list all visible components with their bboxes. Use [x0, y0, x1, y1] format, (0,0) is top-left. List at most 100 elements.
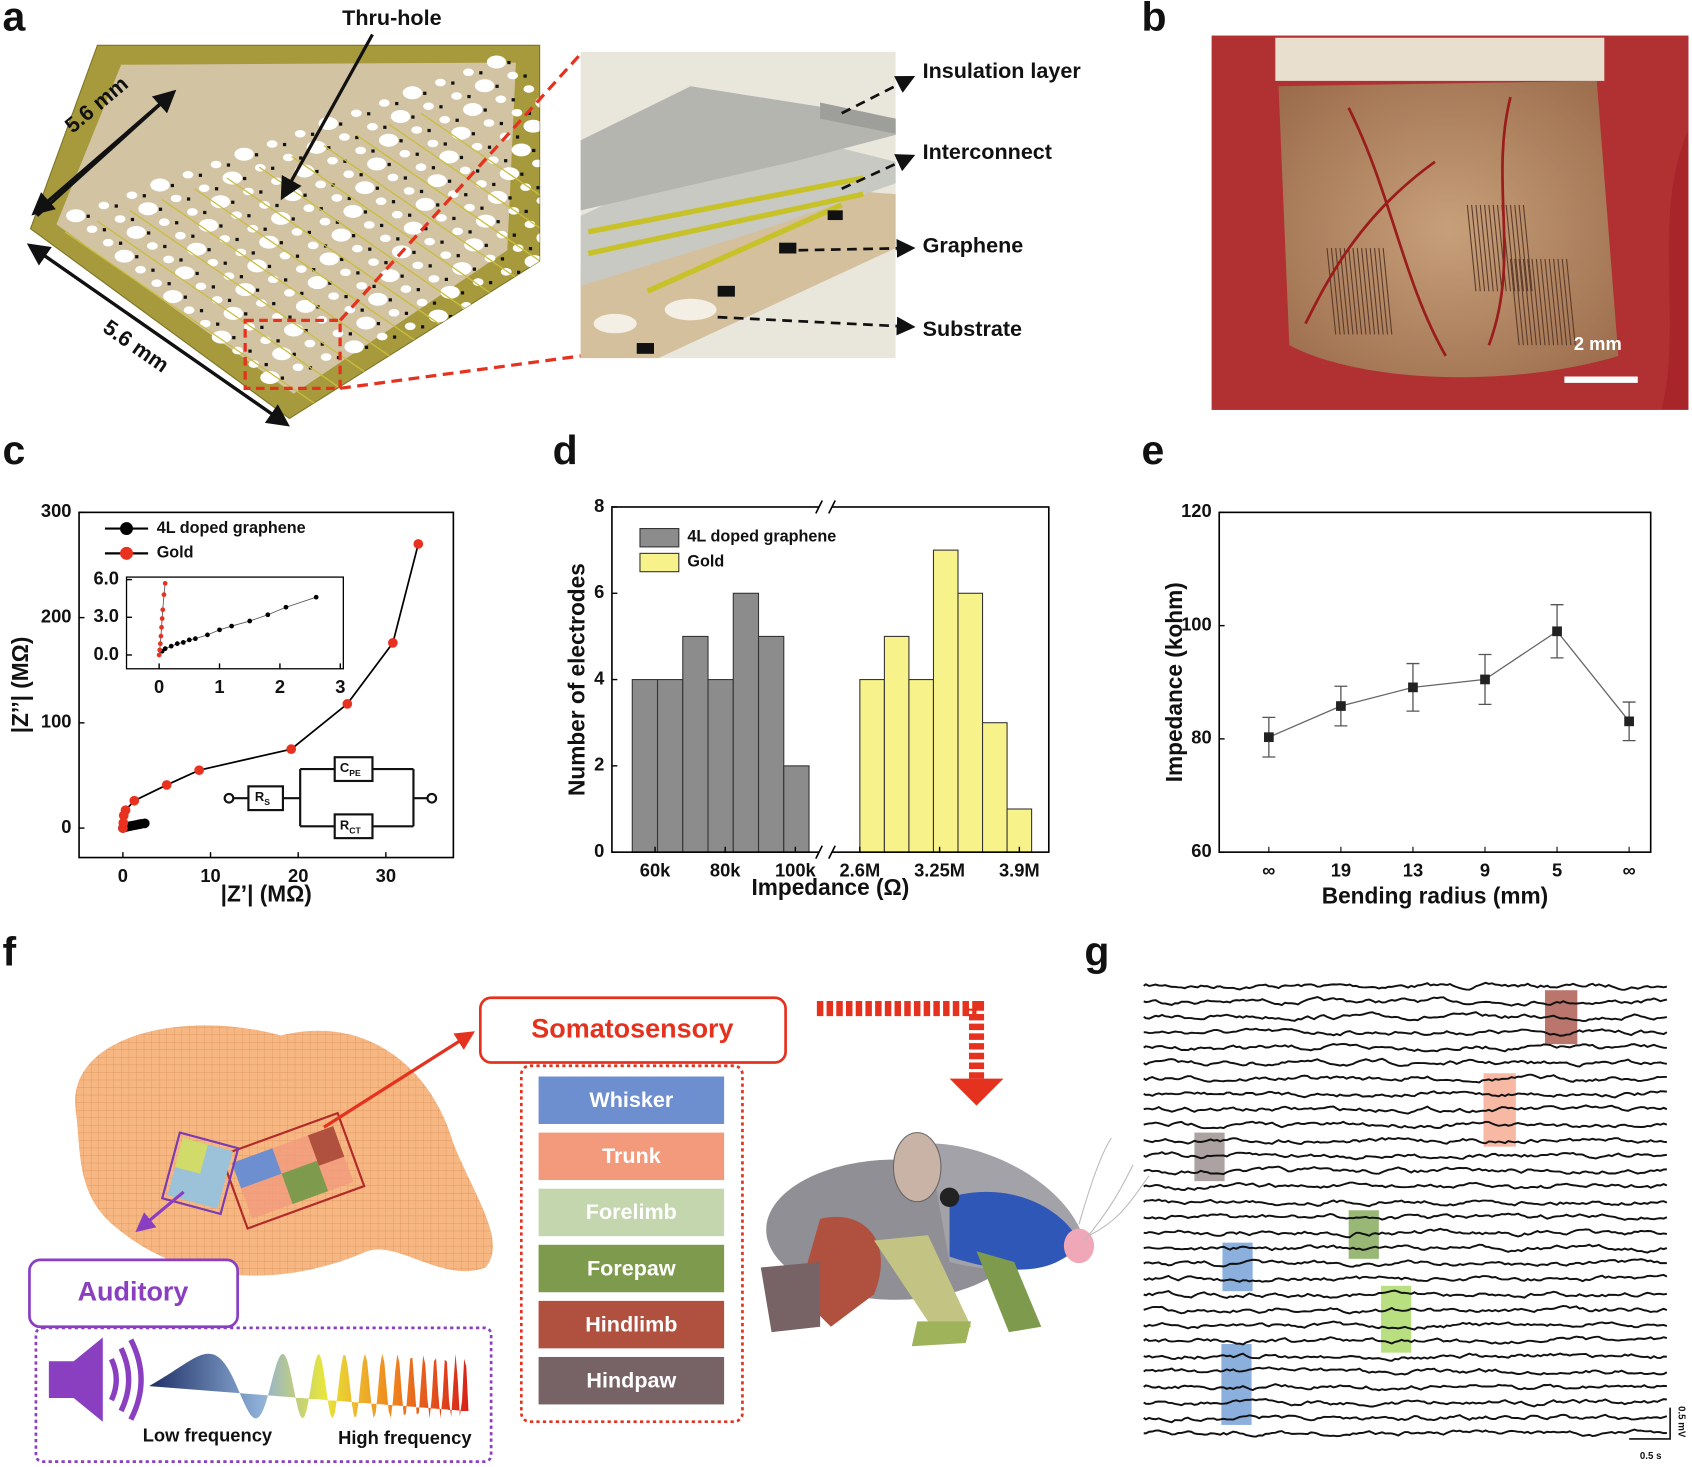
y-tick-label: 6.0: [93, 567, 118, 588]
decoration: [569, 224, 580, 232]
x-axis-label: Impedance (Ω): [751, 874, 909, 900]
decoration: [219, 235, 231, 243]
decoration: [415, 197, 436, 211]
decoration: [299, 156, 303, 160]
decoration: [320, 342, 324, 346]
decoration: [560, 139, 563, 142]
decoration: [251, 251, 255, 255]
decoration: [523, 74, 527, 78]
legend-label: 4L doped graphene: [687, 527, 836, 545]
decoration: [459, 166, 471, 175]
histogram-bar: [732, 592, 760, 853]
decoration: [1222, 1242, 1253, 1292]
decoration: [367, 122, 378, 131]
decoration: [440, 251, 452, 259]
data-point: [1552, 626, 1562, 637]
decoration: [391, 200, 396, 204]
decoration: [66, 209, 86, 223]
decoration: [1339, 248, 1350, 335]
decoration: [523, 85, 535, 93]
decoration: [384, 261, 388, 265]
decoration: [464, 193, 468, 197]
decoration: [487, 145, 492, 149]
decoration: [1143, 1181, 1668, 1191]
decoration: [102, 238, 114, 247]
decoration: [263, 227, 267, 231]
decoration: [460, 291, 465, 295]
decoration: [460, 302, 472, 310]
decoration: [1374, 248, 1384, 335]
decoration: [130, 217, 135, 222]
x-tick-label: 0: [118, 865, 128, 886]
decoration: [1348, 248, 1358, 335]
decoration: [304, 328, 308, 333]
implant-photo: [1211, 35, 1689, 410]
decoration: [351, 244, 363, 253]
y-tick-label: 3.0: [93, 605, 118, 626]
decoration: [211, 330, 232, 344]
data-point: [313, 594, 319, 600]
decoration: [1566, 258, 1576, 346]
decoration: [356, 271, 360, 275]
circuit-element: RCT: [340, 818, 362, 836]
y-tick-label: 0.0: [93, 643, 118, 664]
decoration: [376, 332, 388, 341]
decoration: [480, 206, 484, 210]
decoration: [403, 221, 424, 235]
x-tick-label: 2.6M: [839, 859, 880, 880]
x-tick-label: 3: [335, 676, 345, 697]
decoration: [86, 225, 98, 233]
decoration: [819, 503, 832, 511]
decoration: [266, 140, 278, 148]
decoration: [400, 274, 404, 278]
x-axis-label: Bending radius (mm): [1322, 882, 1548, 908]
decoration: [333, 813, 374, 840]
region-box: [538, 1244, 725, 1293]
decoration: [504, 159, 508, 163]
decoration: [576, 152, 579, 155]
decoration: [343, 170, 355, 178]
x-tick-label: 2: [275, 676, 285, 697]
decoration: [356, 282, 368, 290]
decoration: [222, 171, 242, 185]
decoration: [135, 265, 146, 274]
data-point: [159, 624, 164, 630]
panel-label: f: [2, 928, 16, 974]
decoration: [327, 156, 338, 165]
decoration: [198, 184, 210, 193]
decoration: [191, 234, 195, 238]
decoration: [492, 182, 496, 187]
histogram-bar: [757, 635, 785, 853]
decoration: [500, 268, 512, 276]
panel-label: a: [2, 0, 26, 39]
decoration: [1544, 258, 1555, 346]
histogram-bar: [908, 679, 935, 853]
decoration: [815, 500, 836, 514]
data-point: [168, 643, 174, 649]
decoration: [356, 316, 376, 330]
decoration: [126, 225, 146, 239]
region-box: [538, 1300, 725, 1349]
decoration: [403, 187, 415, 195]
decoration: [359, 173, 363, 177]
legend-label: 4L doped graphene: [157, 519, 306, 537]
legend-swatch: [639, 552, 680, 573]
data-point: [229, 623, 234, 629]
decoration: [339, 122, 343, 126]
decoration: [247, 259, 267, 273]
decoration: [1466, 204, 1477, 292]
decoration: [548, 162, 551, 165]
data-point: [265, 612, 271, 618]
decoration: [1352, 248, 1363, 335]
decoration: [335, 220, 340, 224]
decoration: [235, 248, 247, 257]
decoration: [259, 235, 279, 249]
data-point: [413, 539, 424, 549]
plot-frame: [1218, 511, 1652, 853]
decoration: [1143, 1165, 1667, 1176]
decoration: [436, 214, 447, 222]
decoration: [1143, 1304, 1668, 1315]
decoration: [319, 252, 340, 266]
decoration: [1143, 1289, 1668, 1299]
